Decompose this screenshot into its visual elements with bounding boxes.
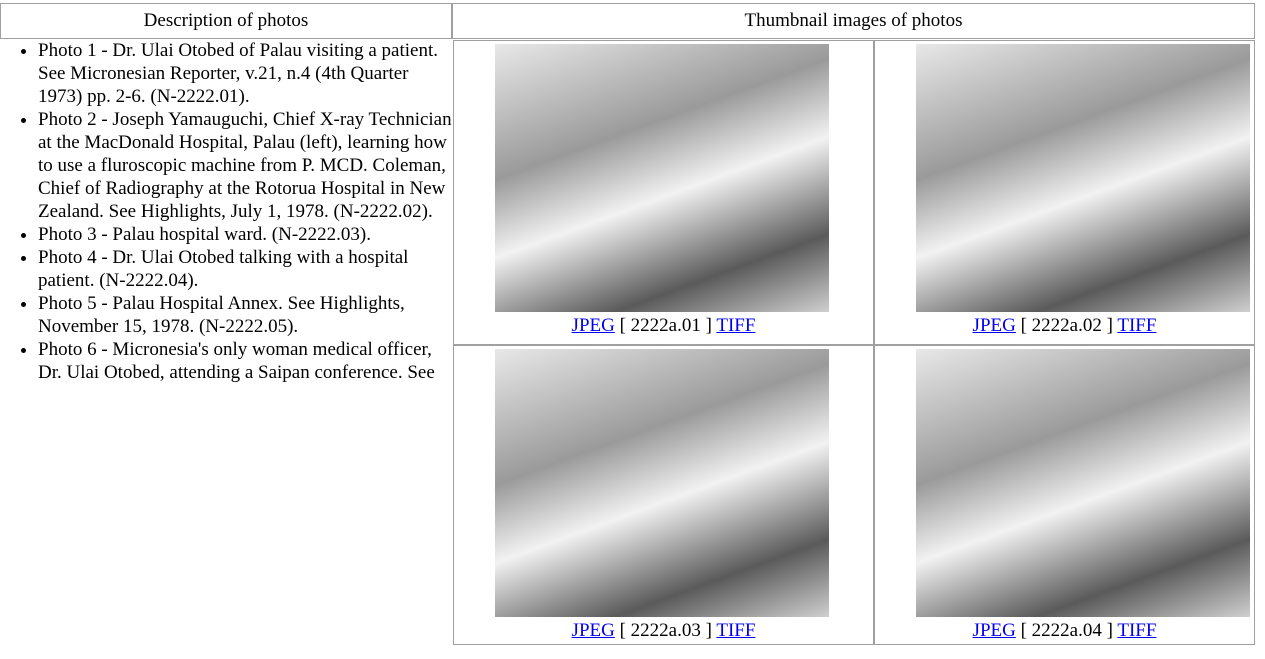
- photo-thumbnail: [916, 349, 1250, 617]
- tiff-link[interactable]: TIFF: [1117, 315, 1157, 336]
- thumbnail-cell: JPEG [ 2222a.01 ] TIFF: [453, 40, 874, 345]
- description-item: Photo 6 - Micronesia's only woman medica…: [38, 338, 452, 384]
- thumbnail-cell: JPEG [ 2222a.03 ] TIFF: [453, 345, 874, 645]
- description-item: Photo 2 - Joseph Yamauguchi, Chief X-ray…: [38, 108, 452, 223]
- tiff-link[interactable]: TIFF: [716, 315, 756, 336]
- jpeg-link[interactable]: JPEG: [972, 315, 1016, 336]
- photo-id: [ 2222a.01 ]: [619, 315, 712, 336]
- thumbnail-cell: JPEG [ 2222a.02 ] TIFF: [874, 40, 1255, 345]
- description-item: Photo 5 - Palau Hospital Annex. See High…: [38, 292, 452, 338]
- page: Description of photos Thumbnail images o…: [0, 0, 1265, 638]
- column-header: Thumbnail images of photos: [744, 10, 963, 31]
- header-cell: Description of photos: [0, 3, 452, 39]
- tiff-link[interactable]: TIFF: [716, 620, 756, 641]
- description-item: Photo 1 - Dr. Ulai Otobed of Palau visit…: [38, 39, 452, 108]
- thumbnail-cell: JPEG [ 2222a.04 ] TIFF: [874, 345, 1255, 645]
- column-header: Description of photos: [143, 10, 309, 31]
- description-cell: Photo 1 - Dr. Ulai Otobed of Palau visit…: [0, 39, 452, 659]
- photo-id: [ 2222a.04 ]: [1020, 620, 1113, 641]
- thumbnail-caption: JPEG [ 2222a.03 ] TIFF: [454, 619, 873, 642]
- jpeg-link[interactable]: JPEG: [972, 620, 1016, 641]
- thumbnail-caption: JPEG [ 2222a.04 ] TIFF: [875, 619, 1254, 642]
- header-cell: Thumbnail images of photos: [452, 3, 1255, 39]
- photo-id: [ 2222a.02 ]: [1020, 315, 1113, 336]
- jpeg-link[interactable]: JPEG: [571, 620, 615, 641]
- jpeg-link[interactable]: JPEG: [571, 315, 615, 336]
- thumbnail-caption: JPEG [ 2222a.02 ] TIFF: [875, 314, 1254, 337]
- description-list: Photo 1 - Dr. Ulai Otobed of Palau visit…: [0, 39, 452, 384]
- description-item: Photo 4 - Dr. Ulai Otobed talking with a…: [38, 246, 452, 292]
- thumbnail-caption: JPEG [ 2222a.01 ] TIFF: [454, 314, 873, 337]
- description-item: Photo 3 - Palau hospital ward. (N-2222.0…: [38, 223, 452, 246]
- tiff-link[interactable]: TIFF: [1117, 620, 1157, 641]
- photo-thumbnail: [495, 349, 829, 617]
- photo-thumbnail: [916, 44, 1250, 312]
- photo-thumbnail: [495, 44, 829, 312]
- photo-id: [ 2222a.03 ]: [619, 620, 712, 641]
